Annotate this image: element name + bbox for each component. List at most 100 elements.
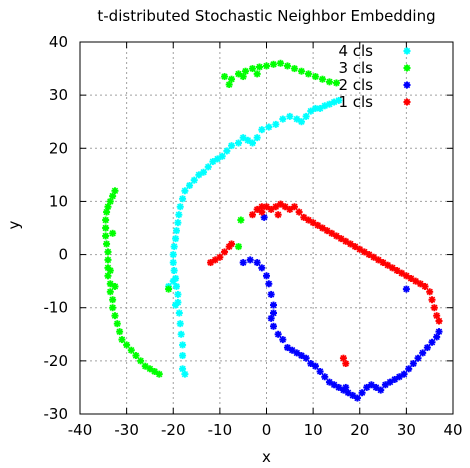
data-point [342,383,350,391]
data-point [286,205,294,213]
data-point [111,282,119,290]
data-point [377,386,385,394]
data-point [265,280,273,288]
data-point [111,187,119,195]
data-point [304,70,312,78]
data-point [269,309,277,317]
data-point [106,288,114,296]
x-axis-label: x [262,448,271,466]
data-point [177,330,185,338]
chart-title: t-distributed Stochastic Neighbor Embedd… [97,7,435,25]
data-point [228,142,236,150]
data-point [295,208,303,216]
series-4-cls [165,96,343,378]
y-axis-label: y [5,220,23,229]
data-point [176,320,184,328]
data-point [249,139,257,147]
data-point [335,96,343,104]
data-point [435,328,443,336]
x-tick-label: 10 [304,421,323,439]
data-point [223,147,231,155]
data-point [246,256,254,264]
data-point [428,296,436,304]
data-point [258,264,266,272]
data-point [116,328,124,336]
data-point [267,314,275,322]
data-point [311,73,319,81]
data-point [402,285,410,293]
data-point [279,115,287,123]
data-point [173,227,181,235]
y-tick-label: 30 [49,86,68,104]
x-tick-label: -30 [114,421,139,439]
data-point [204,163,212,171]
data-point [179,341,187,349]
data-point [311,362,319,370]
data-point [216,253,224,261]
grid-layer [80,42,453,414]
data-point [249,65,257,73]
legend-label: 3 cls [338,59,373,77]
data-point [109,192,117,200]
data-point [104,203,112,211]
data-point [225,81,233,89]
data-point [218,152,226,160]
data-point [174,290,182,298]
x-tick-label: -20 [161,421,186,439]
series-1-cls [207,200,443,368]
data-point [132,352,140,360]
data-point [102,224,110,232]
data-point [435,317,443,325]
data-point [414,354,422,362]
data-point [267,290,275,298]
data-point [176,203,184,211]
data-point [433,312,441,320]
x-tick-label: -40 [68,421,93,439]
x-tick-label: 30 [397,421,416,439]
data-point [169,259,177,267]
data-point [170,267,178,275]
data-point [253,134,261,142]
data-point [109,229,117,237]
data-point [400,370,408,378]
data-point [274,330,282,338]
data-point [179,365,187,373]
data-point [104,256,112,264]
data-point [274,211,282,219]
data-point [297,118,305,126]
data-point [104,248,112,256]
x-tick-label: 20 [350,421,369,439]
data-point [318,75,326,83]
data-point [409,360,417,368]
data-point [302,354,310,362]
data-point [279,336,287,344]
data-point [165,285,173,293]
y-tick-label: 20 [49,139,68,157]
data-point [265,123,273,131]
data-point [339,354,347,362]
legend-marker [403,98,411,106]
data-point [272,120,280,128]
data-point [269,322,277,330]
data-point [102,216,110,224]
data-point [302,112,310,120]
legend-label: 2 cls [338,76,373,94]
y-tick-label: 10 [49,192,68,210]
data-point [179,195,187,203]
data-point [106,267,114,275]
data-point [118,336,126,344]
data-point [256,63,264,71]
data-point [173,282,181,290]
data-point [221,73,229,81]
x-tick-label: 40 [443,421,462,439]
data-point [106,280,114,288]
data-point [358,389,366,397]
x-tick-label: -10 [208,421,233,439]
data-point [253,70,261,78]
legend-label: 4 cls [338,42,373,60]
data-point [423,344,431,352]
data-point [430,304,438,312]
data-point [242,67,250,75]
series-3-cls [102,59,340,378]
